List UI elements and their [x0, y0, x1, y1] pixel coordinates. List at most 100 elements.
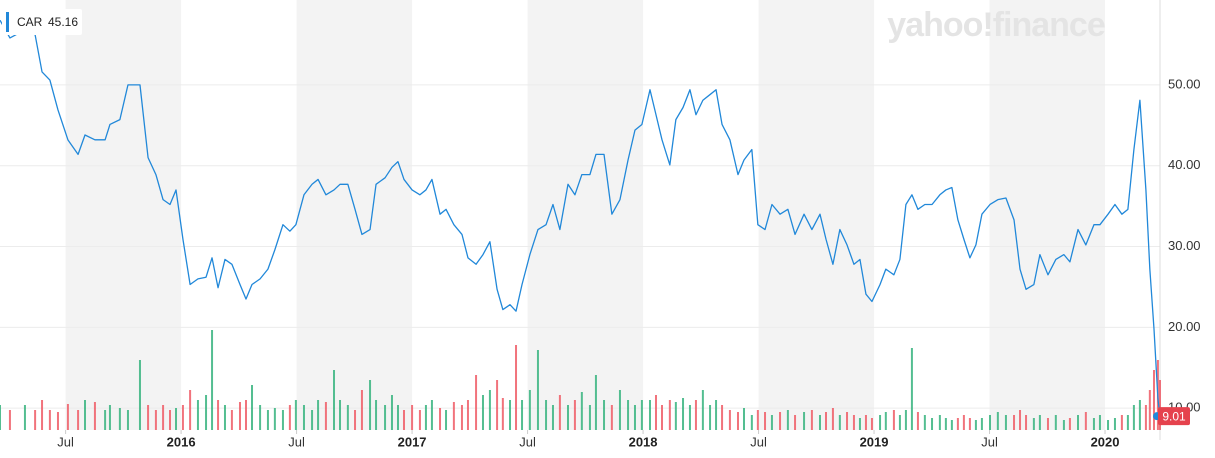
volume-bar [1013, 415, 1016, 430]
volume-bar [721, 405, 724, 430]
volume-bar [879, 415, 882, 430]
volume-bar [603, 400, 606, 430]
volume-bar [750, 415, 753, 430]
volume-bar [580, 392, 583, 430]
volume-bar [1132, 405, 1135, 430]
volume-bar [169, 410, 172, 430]
volume-bar [1138, 400, 1141, 430]
volume-bar [509, 400, 512, 430]
volume-bar [944, 418, 947, 430]
volume-bar [396, 405, 399, 430]
volume-bar [810, 410, 813, 430]
volume-bar [846, 412, 849, 430]
volume-bar [238, 402, 241, 430]
volume-bar [211, 330, 214, 430]
volume-bar [175, 408, 178, 430]
volume-bar [1148, 390, 1151, 430]
y-tick-label: 40.00 [1168, 157, 1201, 172]
volume-bar [515, 345, 518, 430]
volume-bar [610, 405, 613, 430]
volume-bar [346, 405, 349, 430]
volume-bar [84, 400, 87, 430]
volume-bar [931, 418, 934, 430]
volume-bar [354, 410, 357, 430]
volume-bar [1092, 418, 1095, 430]
volume-bar [439, 408, 442, 430]
volume-bar [536, 350, 539, 430]
volume-bar [324, 402, 327, 430]
volume-bar [682, 398, 685, 430]
volume-bar [654, 395, 657, 430]
volume-bar [384, 405, 387, 430]
volume-bar [786, 410, 789, 430]
volume-bar [1113, 418, 1116, 430]
volume-bar [1120, 415, 1123, 430]
volume-bar [910, 348, 913, 430]
x-tick-label: Jul [750, 434, 767, 449]
volume-bar [496, 380, 499, 430]
volume-bar [916, 412, 919, 430]
x-tick-label: Jul [519, 434, 536, 449]
volume-bar [764, 412, 767, 430]
volume-bar [1144, 405, 1147, 430]
volume-bar [34, 410, 37, 430]
volume-bar [852, 415, 855, 430]
volume-bar [838, 415, 841, 430]
volume-bar [1004, 415, 1007, 430]
last-price-label: 9.01 [1162, 409, 1186, 423]
period-band [989, 0, 1106, 430]
volume-bar [884, 412, 887, 430]
volume-bar [633, 405, 636, 430]
volume-bar [411, 405, 414, 430]
volume-bar [369, 380, 372, 430]
x-tick-label: 2017 [398, 434, 427, 449]
volume-bar [898, 415, 901, 430]
volume-bar [181, 405, 184, 430]
volume-bar [627, 400, 630, 430]
volume-bar [48, 410, 51, 430]
volume-bar [41, 400, 44, 430]
volume-bar [339, 400, 342, 430]
volume-bar [870, 418, 873, 430]
y-tick-label: 50.00 [1168, 76, 1201, 91]
legend-value: 45.16 [48, 15, 78, 29]
volume-bar [244, 400, 247, 430]
volume-bar [864, 415, 867, 430]
volume-bar [466, 400, 469, 430]
legend-box [2, 9, 82, 35]
volume-bar [824, 412, 827, 430]
volume-bar [430, 400, 433, 430]
volume-bar [974, 420, 977, 430]
volume-bar [640, 400, 643, 430]
volume-bar [108, 405, 111, 430]
volume-bar [1068, 418, 1071, 430]
volume-bar [1038, 415, 1041, 430]
volume-bar [1159, 380, 1161, 430]
volume-bar [566, 405, 569, 430]
volume-bar [694, 400, 697, 430]
x-tick-label: 2016 [167, 434, 196, 449]
volume-bar [251, 385, 254, 430]
volume-bar [445, 410, 448, 430]
volume-bar [701, 390, 704, 430]
volume-bar [288, 405, 291, 430]
volume-bar [77, 410, 80, 430]
watermark: yahoo!finance [887, 6, 1105, 44]
volume-bar [302, 405, 305, 430]
last-price-tag [1158, 407, 1190, 426]
volume-bar [923, 415, 926, 430]
background-layer [0, 0, 1161, 440]
volume-bar [648, 400, 651, 430]
x-tick-label: 2018 [629, 434, 658, 449]
volume-bar [594, 375, 597, 430]
volume-bar [962, 415, 965, 430]
volume-bar [223, 405, 226, 430]
x-tick-label: Jul [57, 434, 74, 449]
volume-bar [126, 410, 129, 430]
y-tick-label: 30.00 [1168, 238, 1201, 253]
volume-bar [196, 400, 199, 430]
volume-bar [66, 404, 69, 430]
volume-bar [742, 408, 745, 430]
period-band [527, 0, 644, 430]
